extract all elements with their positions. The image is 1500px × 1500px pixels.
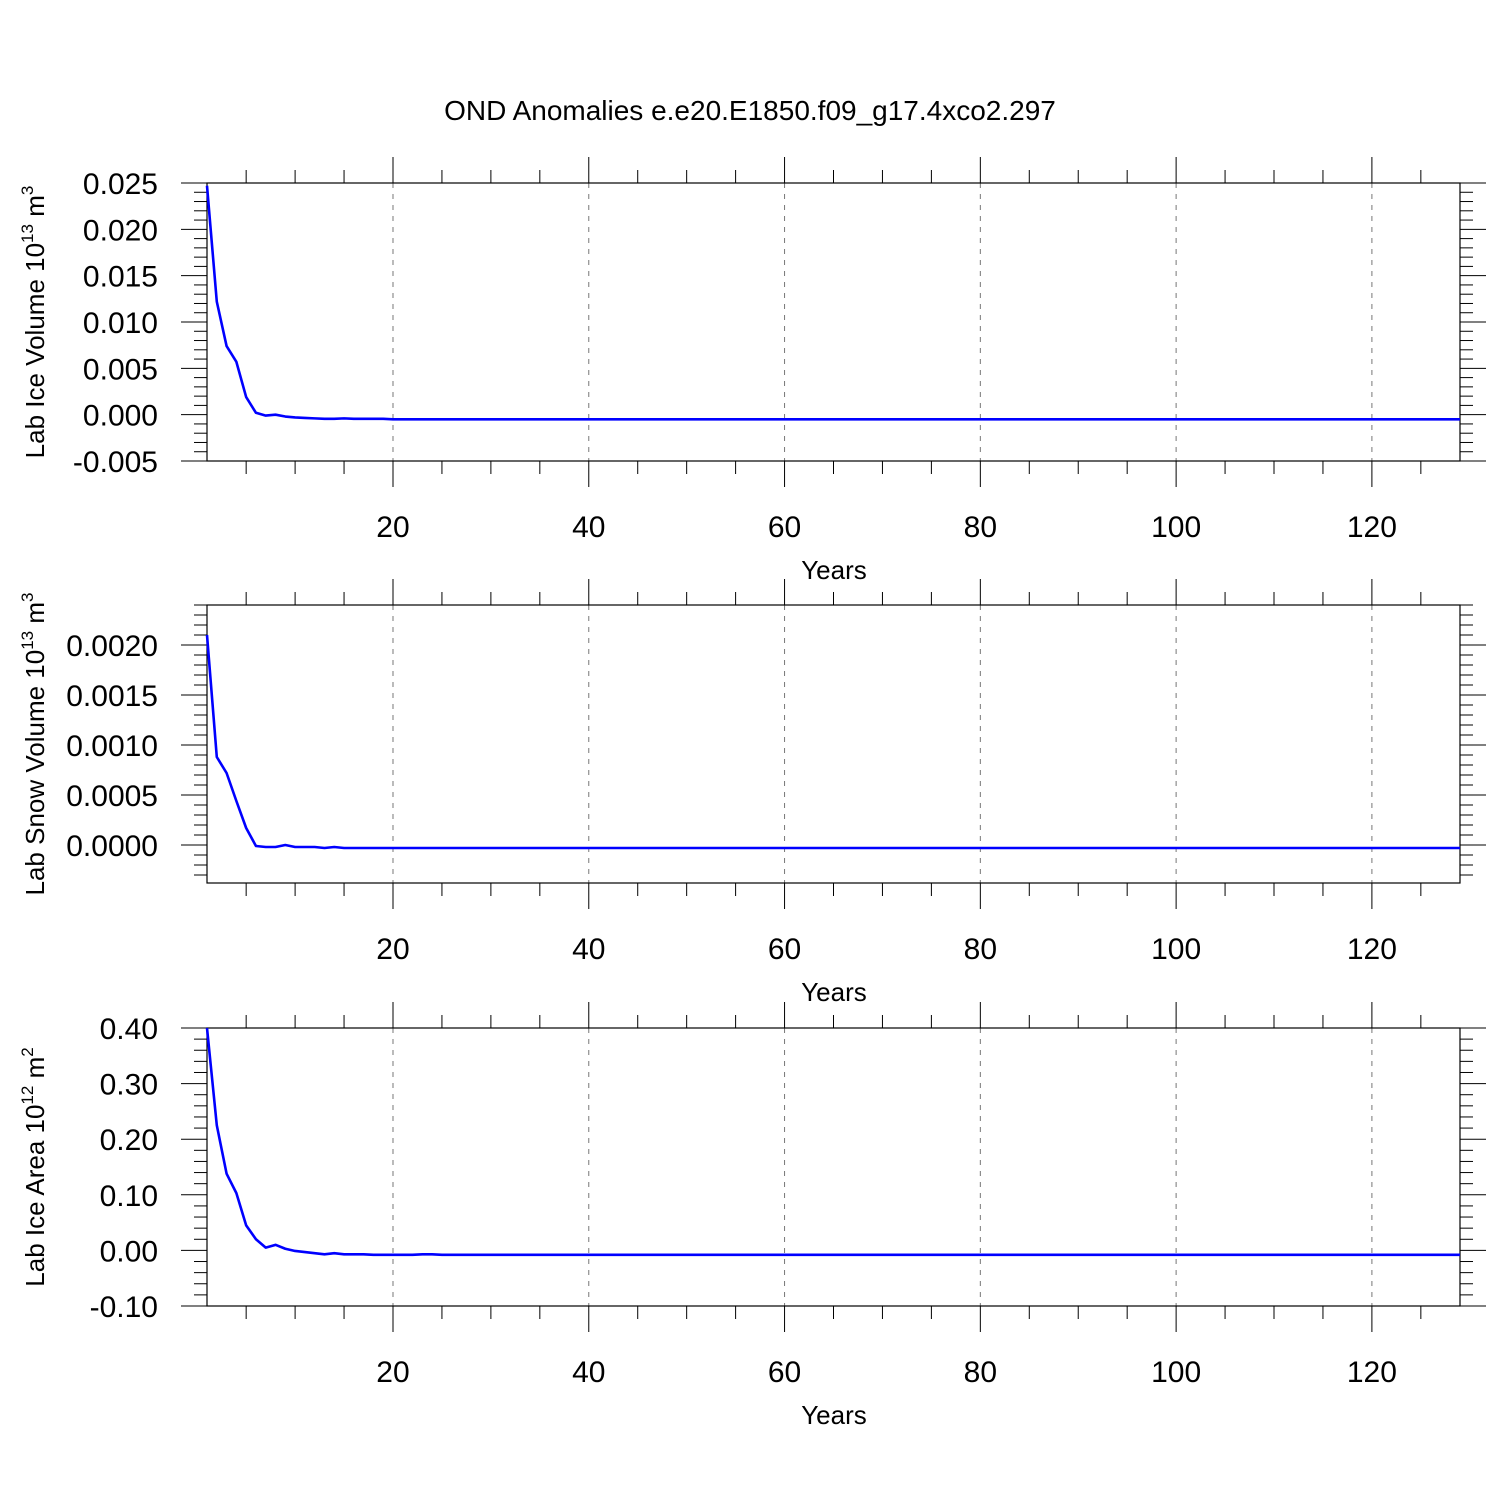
y-tick-label: 0.0000 <box>66 830 158 863</box>
y-axis-title: Lab Ice Area 1012 m2 <box>18 1047 50 1286</box>
x-tick-label: 20 <box>376 1356 409 1389</box>
x-tick-label: 80 <box>964 511 997 544</box>
x-tick-label: 120 <box>1347 933 1397 966</box>
y-tick-label: 0.20 <box>100 1124 158 1157</box>
y-tick-label: 0.10 <box>100 1180 158 1213</box>
y-axis-title: Lab Ice Volume 1013 m3 <box>18 186 50 459</box>
y-tick-label: 0.00 <box>100 1235 158 1268</box>
series-line <box>205 634 1460 850</box>
y-tick-label: 0.0020 <box>66 630 158 663</box>
x-tick-label: 40 <box>572 511 605 544</box>
y-tick-label: 0.40 <box>100 1013 158 1046</box>
series-line <box>205 185 1460 421</box>
x-tick-label: 20 <box>376 933 409 966</box>
panel-snow-volume: 20 40 60 80 100 120 0.0000 0.0005 0.0010 0.0015 0.… <box>18 579 1486 1007</box>
x-tick-label: 100 <box>1151 933 1201 966</box>
y-tick-label: 0.0015 <box>66 680 158 713</box>
y-tick-label: 0.000 <box>83 400 158 433</box>
x-tick-label: 80 <box>964 1356 997 1389</box>
y-tick-label: 0.0010 <box>66 730 158 763</box>
plot-frame <box>206 604 1461 884</box>
x-tick-label: 120 <box>1347 1356 1397 1389</box>
x-axis-title: Years <box>801 1400 867 1430</box>
x-tick-label: 60 <box>768 1356 801 1389</box>
x-tick-label: 40 <box>572 933 605 966</box>
y-tick-label: 0.025 <box>83 168 158 201</box>
panel-ice-area: 20 40 60 80 100 120 -0.10 0.00 0.10 0.20 0.30 0.40 Y… <box>18 1002 1486 1430</box>
y-tick-label: 0.30 <box>100 1069 158 1102</box>
x-tick-label: 20 <box>376 511 409 544</box>
y-tick-label: 0.0005 <box>66 780 158 813</box>
x-tick-label: 40 <box>572 1356 605 1389</box>
y-tick-label: 0.020 <box>83 214 158 247</box>
y-tick-label: 0.015 <box>83 261 158 294</box>
x-tick-label: 60 <box>768 933 801 966</box>
x-tick-label: 80 <box>964 933 997 966</box>
y-tick-label: -0.005 <box>73 446 158 479</box>
series-line <box>205 1027 1460 1257</box>
x-tick-label: 120 <box>1347 511 1397 544</box>
plot-frame <box>206 1027 1461 1307</box>
x-tick-label: 100 <box>1151 511 1201 544</box>
x-tick-label: 100 <box>1151 1356 1201 1389</box>
x-axis-title: Years <box>801 555 867 585</box>
y-tick-label: 0.005 <box>83 353 158 386</box>
y-tick-label: -0.10 <box>90 1291 158 1324</box>
y-axis-title: Lab Snow Volume 1013 m3 <box>18 592 50 895</box>
x-axis-title: Years <box>801 977 867 1007</box>
panel-ice-volume: 20 40 60 80 100 120 -0.005 0.000 0.005 0.010 0.015… <box>18 157 1486 585</box>
x-tick-label: 60 <box>768 511 801 544</box>
figure-title: OND Anomalies e.e20.E1850.f09_g17.4xco2.… <box>444 95 1056 126</box>
y-tick-label: 0.010 <box>83 307 158 340</box>
